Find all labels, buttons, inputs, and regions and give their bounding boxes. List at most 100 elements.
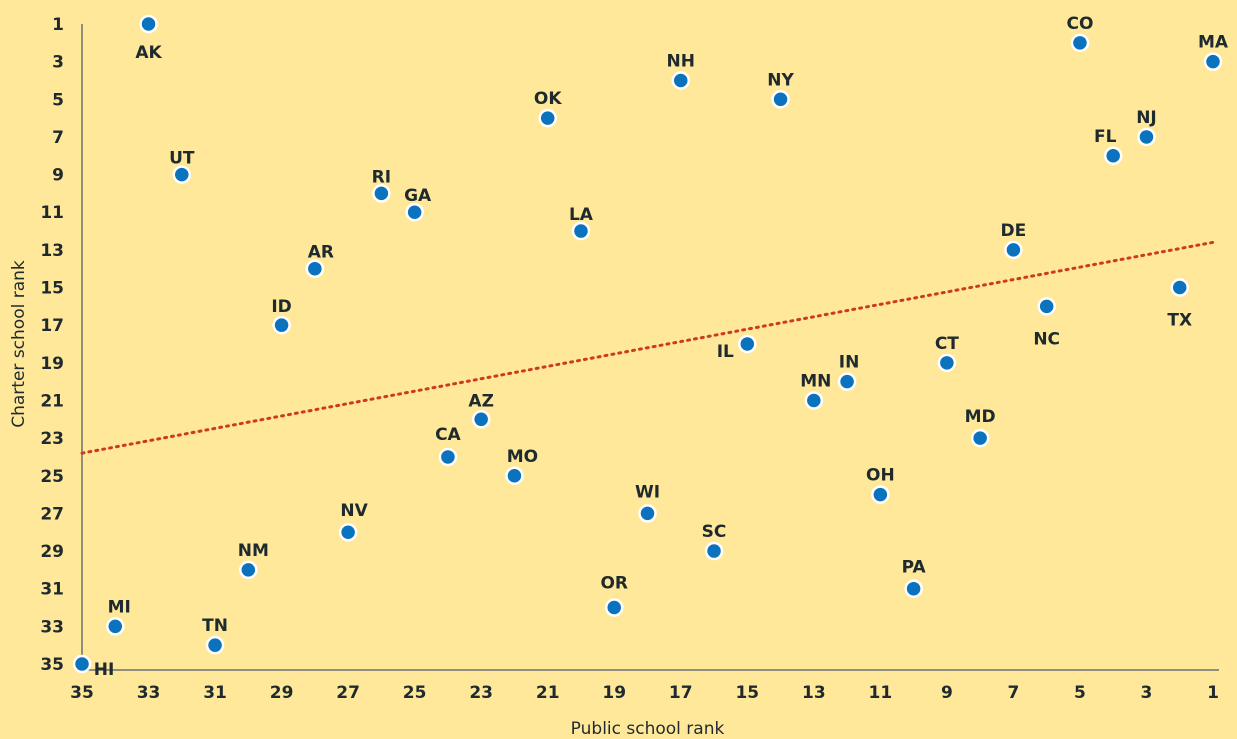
data-point [372,184,391,203]
x-tick-label: 33 [137,683,161,703]
y-tick-label: 29 [40,542,64,562]
data-point [738,334,757,354]
data-point [937,353,957,373]
data-point [72,654,92,674]
y-tick-label: 15 [40,279,64,299]
point-label: NC [1033,329,1060,349]
data-point [1037,297,1056,316]
x-tick-label: 19 [602,683,626,703]
trendline-group [80,240,1215,455]
point-label: MN [800,371,831,391]
point-label: MA [1198,33,1229,53]
data-point [1004,240,1023,260]
point-label: CO [1066,14,1093,34]
y-tick-label: 3 [52,53,64,73]
point-label: RI [372,167,391,187]
point-label: OK [534,89,562,109]
y-tick-label: 7 [52,128,64,148]
x-tick-label: 21 [536,683,560,703]
y-tick-label: 31 [40,580,64,600]
point-label: MI [108,597,131,617]
x-tick-label: 5 [1074,683,1086,703]
x-tick-label: 29 [270,683,294,703]
data-point [471,410,491,429]
point-label: TX [1167,311,1192,331]
x-tick-label: 27 [336,683,360,703]
x-tick-label: 25 [403,683,427,703]
x-tick-label: 31 [203,683,227,703]
data-point [205,635,225,655]
x-tick-label: 23 [469,683,493,703]
y-tick-label: 11 [40,203,64,223]
point-label: DE [1001,221,1027,241]
x-tick-label: 15 [735,683,759,703]
data-point [405,202,424,222]
x-tick-label: 35 [70,683,94,703]
data-point [904,579,923,598]
y-tick-label: 35 [40,655,64,675]
y-tick-label: 21 [40,391,64,411]
data-point [871,485,890,504]
points-group [72,14,1223,674]
point-label: NJ [1136,108,1157,128]
y-tick-label: 17 [40,316,64,336]
y-tick-label: 25 [40,467,64,487]
point-label: HI [94,660,115,680]
y-tick-label: 5 [52,90,64,110]
point-label: MO [507,447,538,467]
data-point [837,372,857,391]
data-point [1070,33,1090,53]
data-point [239,560,258,580]
data-point [1137,127,1156,147]
x-tick-label: 3 [1141,683,1153,703]
point-label: ID [271,297,291,317]
data-point [538,108,557,128]
y-tick-label: 27 [40,504,64,524]
y-tick-label: 9 [52,166,64,186]
point-label: WI [635,482,660,502]
point-label: OH [866,466,895,486]
point-label: GA [404,186,432,206]
data-point [505,466,524,486]
point-label: NH [667,51,695,71]
x-axis: 35 33 31 29 27 25 23 21 19 17 15 13 11 9 7 5 3 1 [70,669,1219,703]
data-point [771,90,790,109]
point-label: LA [569,205,594,225]
point-label: AZ [468,391,493,411]
point-label: TN [202,616,228,636]
point-label: PA [902,558,927,578]
point-label: UT [169,149,195,169]
data-point [671,71,691,90]
x-tick-label: 9 [941,683,953,703]
data-point [571,221,591,241]
data-point [438,447,458,467]
data-point [305,259,325,278]
point-label: CA [435,425,461,445]
data-point [638,504,657,523]
data-point [172,165,192,184]
x-tick-label: 11 [869,683,893,703]
y-tick-label: 1 [52,15,64,35]
point-label: AK [135,43,162,63]
point-label: MD [965,407,996,427]
data-point [604,598,624,617]
point-label: OR [600,574,628,594]
point-label: IN [839,353,860,373]
x-axis-title: Public school rank [571,719,725,739]
data-point [704,541,724,561]
data-point [272,315,291,335]
x-tick-label: 17 [669,683,693,703]
x-tick-label: 1 [1207,683,1219,703]
point-label: NM [238,541,269,561]
trendline [80,240,1215,455]
x-tick-label: 13 [802,683,826,703]
y-tick-label: 33 [40,617,64,637]
point-label: NV [340,501,368,521]
data-point [338,522,358,542]
data-point [1170,278,1189,297]
data-point [1103,146,1123,166]
y-tick-label: 19 [40,354,64,374]
